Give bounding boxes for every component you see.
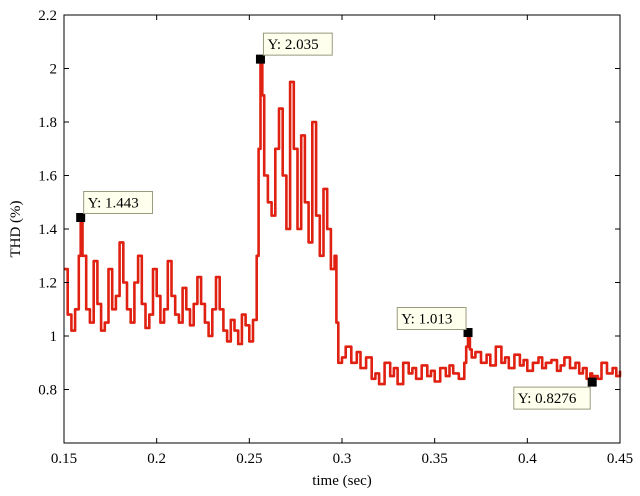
x-tick-label: 0.2 — [147, 451, 166, 467]
y-tick-label: 2.2 — [38, 8, 57, 24]
y-tick-label: 1.2 — [38, 276, 57, 292]
x-tick-label: 0.4 — [518, 451, 537, 467]
ticks-layer: 0.15 0.2 0.25 0.3 0.35 0.4 0.45 0.8 1 1.2 1.4 1.6 1.… — [38, 8, 633, 467]
datatip-marker — [255, 54, 265, 64]
x-tick-label: 0.15 — [51, 451, 77, 467]
y-axis-label: THD (%) — [8, 200, 24, 257]
datatip-marker — [463, 328, 473, 338]
datatip-label: Y: 2.035 — [267, 37, 318, 53]
datatip-label: Y: 1.013 — [401, 312, 452, 328]
x-tick-label: 0.3 — [333, 451, 352, 467]
y-tick-label: 1.4 — [38, 222, 57, 238]
x-tick-label: 0.25 — [236, 451, 262, 467]
datatip-label: Y: 1.443 — [88, 195, 139, 211]
datatip-box — [262, 32, 333, 56]
datatip-label: Y: 0.8276 — [518, 391, 577, 407]
y-tick-label: 1 — [50, 329, 58, 345]
datatip-marker — [587, 377, 597, 387]
datatip-marker — [76, 212, 86, 222]
y-tick-label: 1.6 — [38, 169, 57, 185]
thd-series-line — [64, 57, 622, 386]
datatip-box — [83, 190, 153, 214]
plot-frame — [63, 14, 621, 444]
datatip-box — [513, 386, 591, 410]
x-axis-label: time (sec) — [312, 473, 372, 489]
datatip-box — [396, 307, 467, 331]
x-tick-label: 0.35 — [422, 451, 448, 467]
plot-layer — [64, 57, 622, 386]
y-tick-label: 0.8 — [38, 383, 57, 399]
y-tick-label: 1.8 — [38, 115, 57, 131]
datatips-layer: Y: 1.443 Y: 2.035 Y: 1.013 Y: 0.8276 — [76, 32, 597, 410]
y-tick-label: 2 — [50, 62, 58, 78]
x-tick-label: 0.45 — [607, 451, 633, 467]
